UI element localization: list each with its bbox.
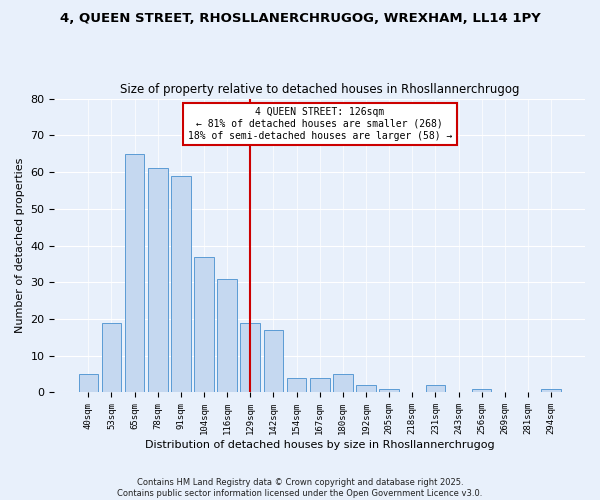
X-axis label: Distribution of detached houses by size in Rhosllannerchrugog: Distribution of detached houses by size … xyxy=(145,440,494,450)
Bar xyxy=(171,176,191,392)
Text: 4 QUEEN STREET: 126sqm
← 81% of detached houses are smaller (268)
18% of semi-de: 4 QUEEN STREET: 126sqm ← 81% of detached… xyxy=(188,108,452,140)
Text: 4, QUEEN STREET, RHOSLLANERCHRUGOG, WREXHAM, LL14 1PY: 4, QUEEN STREET, RHOSLLANERCHRUGOG, WREX… xyxy=(59,12,541,26)
Y-axis label: Number of detached properties: Number of detached properties xyxy=(15,158,25,333)
Bar xyxy=(241,322,260,392)
Bar xyxy=(472,389,491,392)
Bar xyxy=(541,389,561,392)
Bar xyxy=(125,154,145,392)
Bar xyxy=(79,374,98,392)
Bar xyxy=(287,378,307,392)
Title: Size of property relative to detached houses in Rhosllannerchrugog: Size of property relative to detached ho… xyxy=(120,83,520,96)
Bar xyxy=(356,385,376,392)
Bar xyxy=(379,389,399,392)
Bar xyxy=(148,168,167,392)
Bar xyxy=(263,330,283,392)
Bar xyxy=(425,385,445,392)
Bar xyxy=(101,322,121,392)
Bar xyxy=(333,374,353,392)
Bar xyxy=(310,378,329,392)
Text: Contains HM Land Registry data © Crown copyright and database right 2025.
Contai: Contains HM Land Registry data © Crown c… xyxy=(118,478,482,498)
Bar xyxy=(217,278,237,392)
Bar xyxy=(194,256,214,392)
